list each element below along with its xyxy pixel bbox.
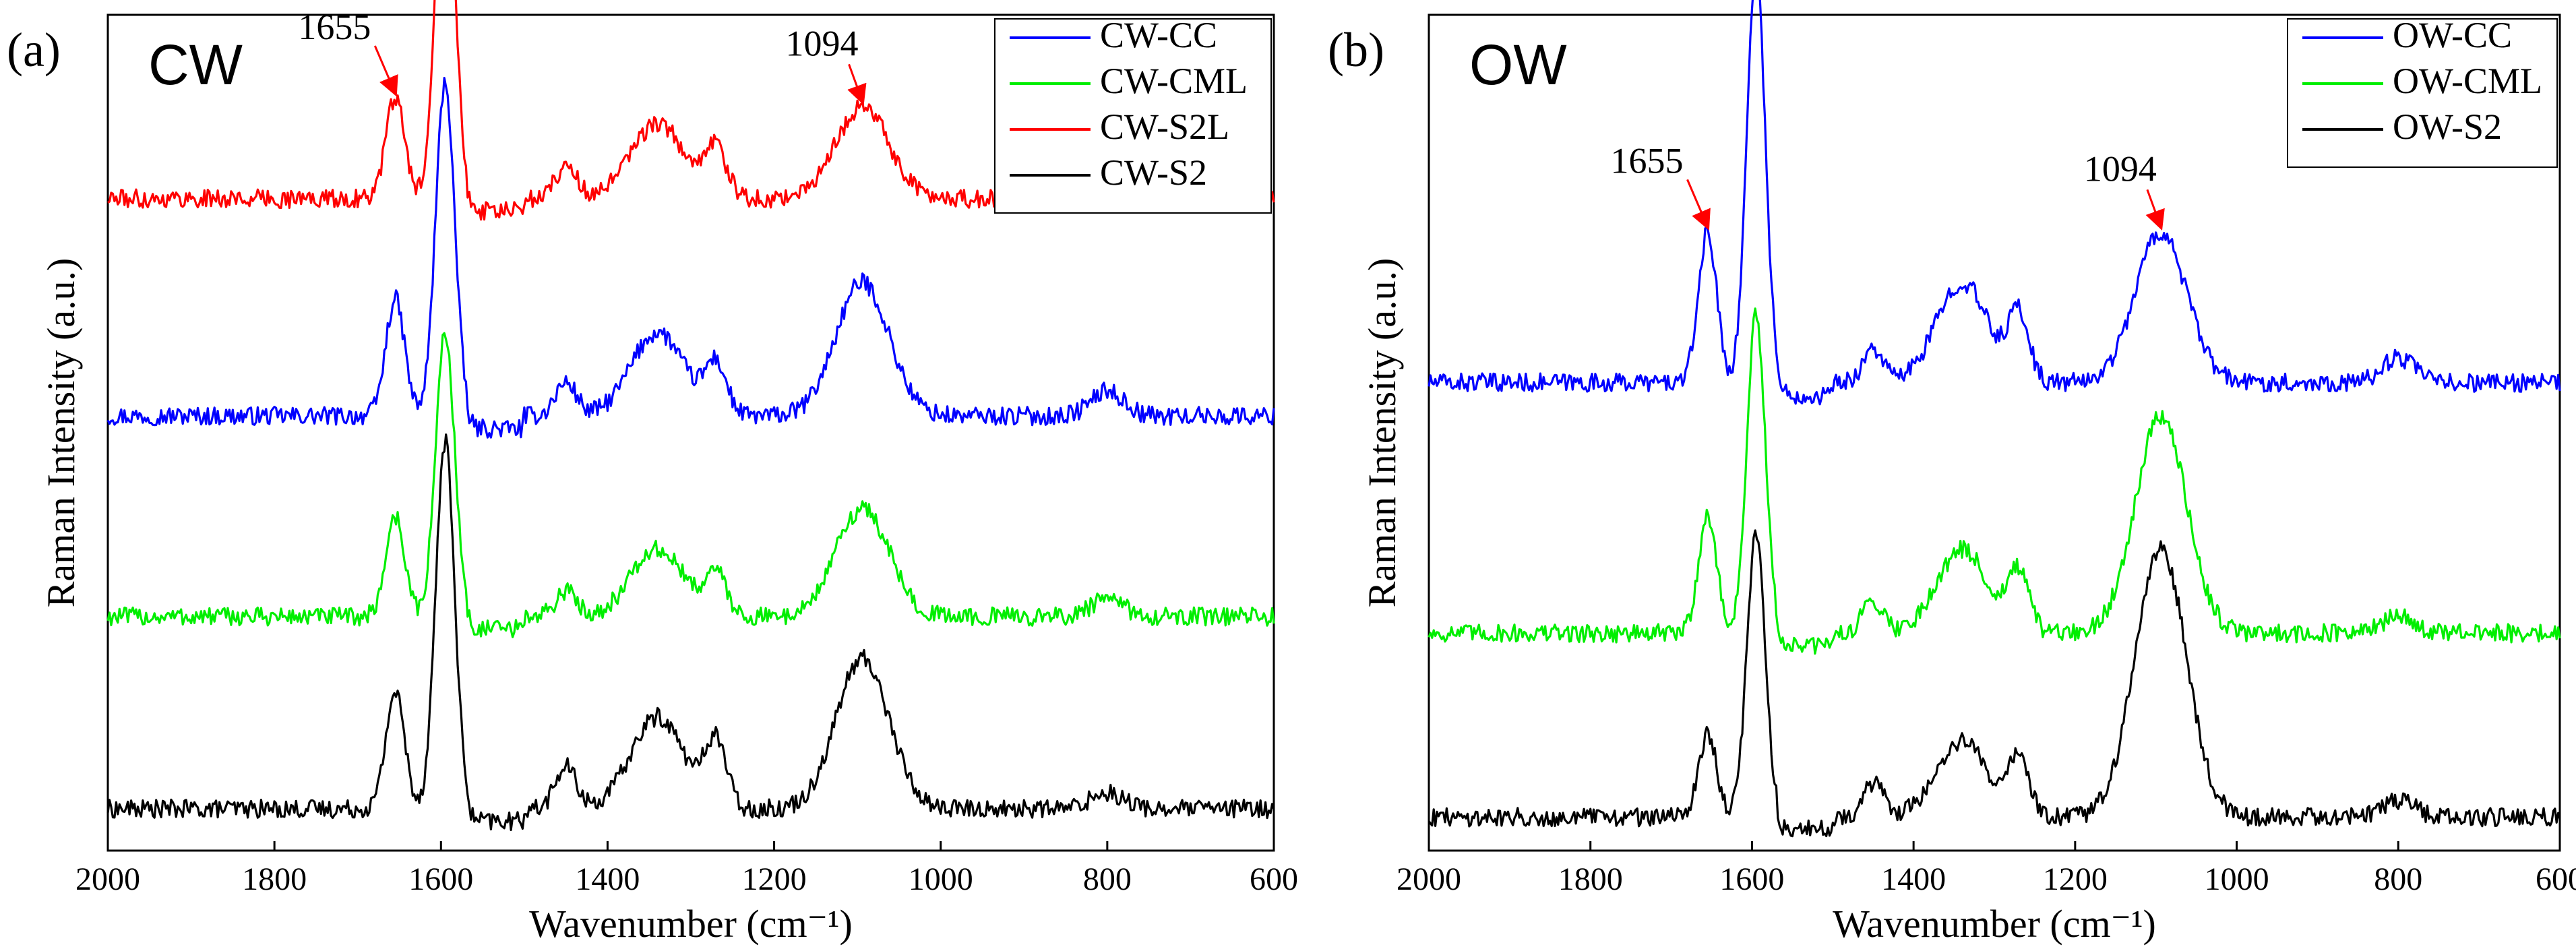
plot-frame [1428, 13, 2561, 852]
legend-label: CW-S2L [1100, 106, 1229, 147]
panel-label: (a) [7, 23, 61, 77]
x-tick-label: 1800 [242, 861, 307, 897]
plot-frame [106, 13, 1275, 852]
chart-panel-ow: 2000 1800 1600 1400 1200 1000 800 600 Wavenumber… [1328, 0, 2576, 946]
panel-label: (b) [1328, 23, 1384, 77]
x-tick-label: 1400 [575, 861, 640, 897]
series-line-cw-cml [106, 332, 1275, 638]
legend-label: CW-S2 [1100, 152, 1207, 193]
x-tick-label: 1000 [909, 861, 973, 897]
series-line-cw-cc [106, 77, 1275, 439]
x-tick-label: 600 [2536, 861, 2576, 897]
series-line-ow-cc [1428, 0, 2561, 406]
x-tick-label: 1600 [1719, 861, 1784, 897]
legend [994, 18, 1272, 214]
x-tick-label: 800 [2374, 861, 2422, 897]
panel-title: CW [148, 33, 243, 96]
annotation-arrow [373, 45, 398, 97]
annotation-label: 1094 [786, 23, 859, 63]
x-axis-label: Wavenumber (cm⁻¹) [529, 902, 853, 946]
x-tick-label: 600 [1250, 861, 1298, 897]
x-tick-label: 1200 [742, 861, 807, 897]
x-tick-label: 2000 [1397, 861, 1461, 897]
y-axis-label: Raman Intensity (a.u.) [1360, 258, 1404, 608]
x-tick-label: 1200 [2043, 861, 2108, 897]
panel-title: OW [1469, 33, 1567, 96]
annotation-label: 1094 [2084, 148, 2157, 189]
series-line-ow-s2 [1428, 529, 2561, 838]
chart-panel-cw: 2000 1800 1600 1400 1200 1000 800 600 Wavenumber… [7, 0, 1298, 946]
x-tick-label: 1400 [1881, 861, 1946, 897]
annotation-label: 1655 [298, 7, 371, 47]
legend-label: OW-CML [2393, 61, 2542, 101]
x-tick-label: 2000 [75, 861, 140, 897]
x-tick-label: 1800 [1558, 861, 1623, 897]
annotation-arrow [847, 63, 867, 106]
x-tick-label: 1600 [408, 861, 473, 897]
series-line-ow-cml [1428, 307, 2561, 655]
series-line-cw-s2 [106, 433, 1275, 831]
x-axis-label: Wavenumber (cm⁻¹) [1833, 902, 2156, 946]
x-tick-label: 800 [1083, 861, 1132, 897]
x-tick-label: 1000 [2205, 861, 2269, 897]
annotation-arrow [2145, 189, 2165, 231]
legend-label: CW-CC [1100, 15, 1217, 55]
y-axis-label: Raman Intensity (a.u.) [39, 258, 83, 608]
legend-label: OW-S2 [2393, 106, 2502, 147]
annotation-arrow [1686, 179, 1711, 231]
legend-label: CW-CML [1100, 61, 1248, 101]
annotation-label: 1655 [1611, 140, 1684, 181]
legend [2287, 18, 2558, 168]
legend-label: OW-CC [2393, 15, 2512, 55]
